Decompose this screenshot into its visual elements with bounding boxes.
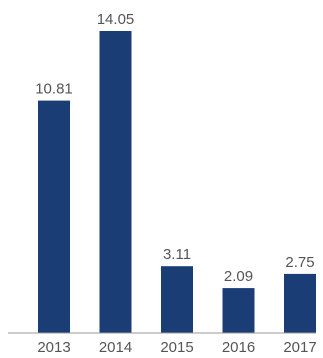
value-label-group: 10.81 14.05 3.11 2.09 2.75: [35, 11, 314, 285]
value-label-2015: 3.11: [163, 246, 191, 263]
bar-2017: [284, 273, 316, 333]
value-label-2014: 14.05: [97, 11, 135, 28]
bar-2014: [99, 31, 132, 333]
category-label-2015: 2015: [160, 339, 193, 356]
category-label-2013: 2013: [37, 339, 70, 356]
bar-2016: [222, 288, 255, 333]
category-label-2014: 2014: [99, 339, 132, 356]
bar-2015: [161, 266, 193, 333]
value-label-2013: 10.81: [35, 81, 73, 98]
bar-group: [38, 31, 316, 333]
value-label-2017: 2.75: [285, 254, 314, 271]
bar-2013: [38, 100, 70, 333]
category-label-2017: 2017: [283, 339, 316, 356]
category-label-group: 2013 2014 2015 2016 2017: [37, 339, 316, 356]
value-label-2016: 2.09: [224, 268, 253, 285]
category-label-2016: 2016: [222, 339, 255, 356]
